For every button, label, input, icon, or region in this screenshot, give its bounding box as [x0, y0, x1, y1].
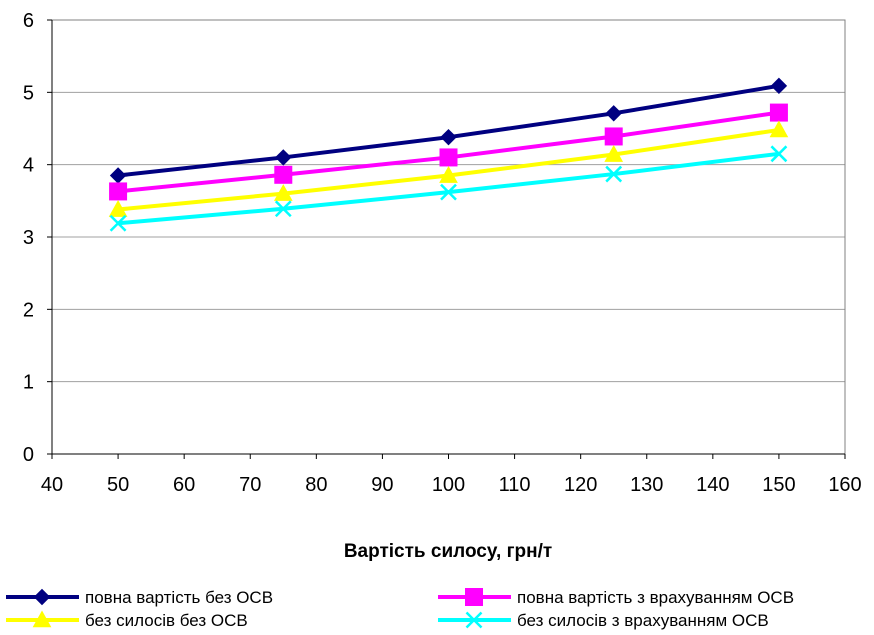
y-tick-label: 6 [23, 10, 34, 32]
x-tick-label: 100 [432, 474, 465, 496]
x-tick-label: 50 [107, 474, 129, 496]
legend: повна вартість без ОСВ повна вартість з в… [6, 588, 794, 630]
data-point [440, 183, 457, 201]
data-point [440, 128, 457, 146]
x-axis: 40 50 60 70 80 90 100 110 120 130 140 150 160 [41, 453, 862, 496]
x-tick-label: 140 [696, 474, 729, 496]
legend-marker [465, 588, 483, 606]
y-axis: 0 1 2 3 4 5 6 [23, 10, 53, 466]
y-tick-label: 2 [23, 299, 34, 321]
legend-item: без силосів без ОСВ [6, 610, 248, 630]
x-tick-label: 40 [41, 474, 63, 496]
x-axis-label: Вартість силосу, грн/т [344, 541, 552, 562]
series-1 [109, 77, 788, 184]
data-point [769, 103, 788, 122]
data-point [605, 105, 622, 122]
legend-item: без силосів з врахуванням ОСВ [438, 611, 769, 630]
legend-marker [32, 610, 52, 628]
data-point [109, 214, 127, 232]
legend-marker [465, 611, 483, 629]
data-point [274, 165, 293, 184]
y-tick-label: 3 [23, 227, 34, 249]
data-point [770, 77, 788, 95]
series-4 [109, 145, 788, 232]
y-tick-label: 1 [23, 372, 34, 394]
x-tick-label: 130 [630, 474, 663, 496]
x-tick-label: 90 [371, 474, 393, 496]
x-tick-label: 120 [564, 474, 597, 496]
data-point [769, 120, 789, 138]
legend-item: повна вартість без ОСВ [6, 588, 273, 607]
data-point [109, 182, 128, 201]
y-tick-label: 5 [23, 82, 34, 104]
data-point [604, 127, 623, 146]
data-point [274, 200, 292, 218]
x-tick-label: 160 [828, 474, 861, 496]
data-point [275, 149, 292, 166]
data-point [605, 165, 623, 183]
x-tick-label: 60 [173, 474, 195, 496]
x-tick-label: 80 [305, 474, 327, 496]
data-point [604, 145, 624, 162]
data-point [439, 165, 458, 183]
y-tick-label: 4 [23, 155, 34, 177]
x-tick-label: 110 [499, 474, 531, 496]
data-point [108, 199, 128, 217]
legend-label: без силосів з врахуванням ОСВ [517, 611, 769, 630]
x-tick-label: 70 [239, 474, 261, 496]
legend-label: без силосів без ОСВ [85, 611, 248, 630]
data-point [273, 184, 293, 201]
series-group [108, 77, 789, 232]
gridlines [52, 91, 845, 383]
legend-label: повна вартість з врахуванням ОСВ [517, 588, 794, 607]
data-point [439, 148, 458, 167]
x-tick-label: 150 [762, 474, 795, 496]
series-2 [109, 103, 788, 201]
series-3 [108, 120, 789, 217]
legend-label: повна вартість без ОСВ [85, 588, 273, 607]
legend-marker [33, 588, 51, 606]
y-tick-label: 0 [23, 444, 34, 466]
data-point [770, 145, 788, 163]
legend-item: повна вартість з врахуванням ОСВ [438, 588, 794, 607]
